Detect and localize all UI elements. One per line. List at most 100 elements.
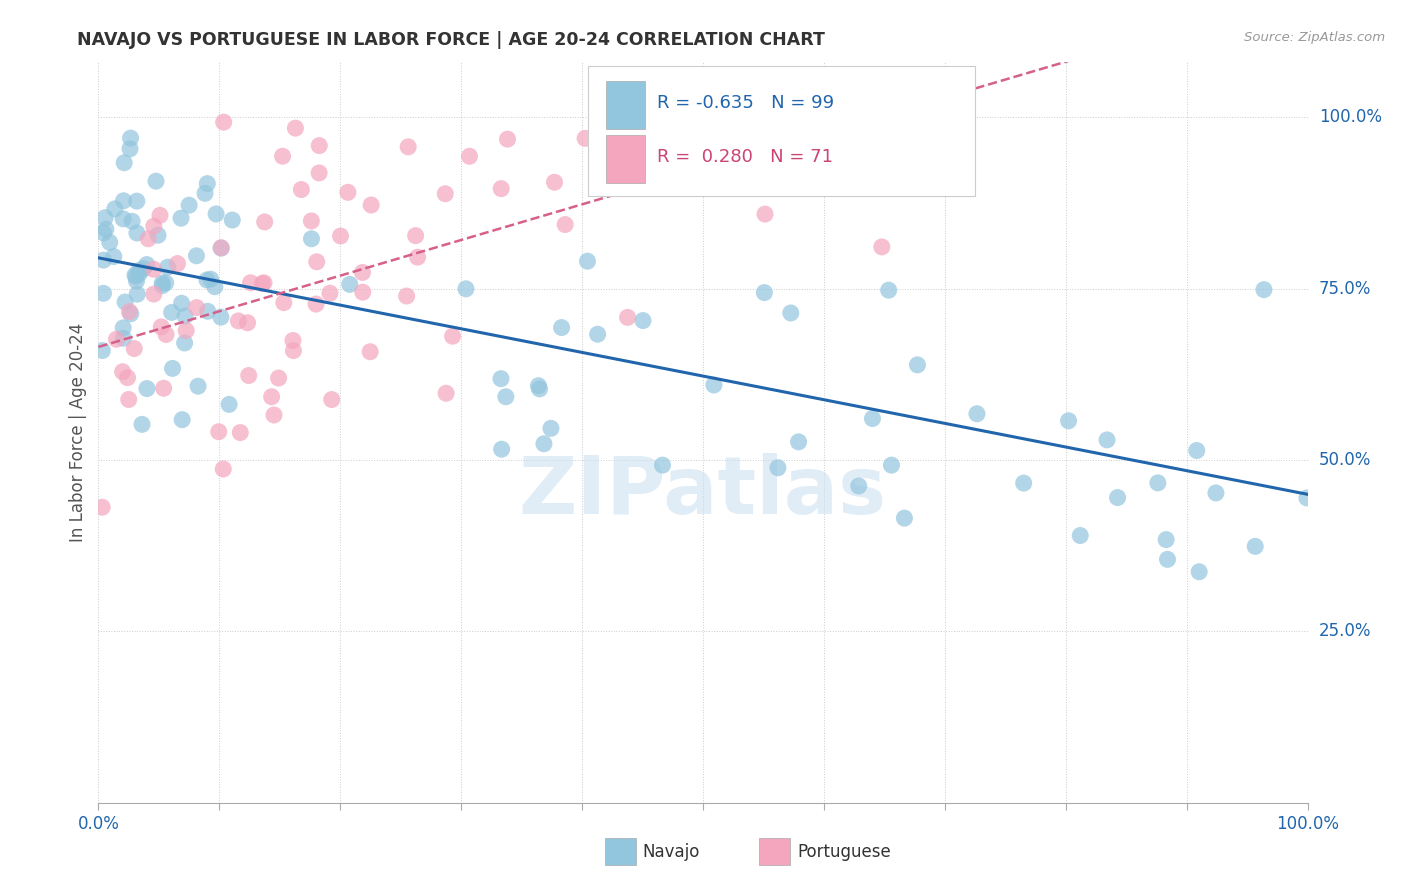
Point	[1185, 443, 1208, 458]
Point	[253, 276, 276, 290]
Point	[118, 304, 141, 318]
Point	[1154, 533, 1177, 547]
Point	[204, 279, 226, 293]
Point	[329, 229, 352, 244]
Point	[405, 228, 427, 243]
Point	[495, 390, 517, 404]
Point	[150, 276, 173, 290]
Point	[703, 378, 725, 392]
Point	[1156, 552, 1178, 566]
Point	[212, 115, 235, 129]
Point	[489, 372, 512, 386]
Point	[529, 382, 551, 396]
Point	[195, 177, 218, 191]
Point	[194, 186, 217, 201]
Point	[112, 321, 135, 335]
Text: ZIPatlas: ZIPatlas	[519, 453, 887, 531]
Point	[118, 392, 141, 407]
Text: 100.0%: 100.0%	[1319, 108, 1382, 127]
Point	[458, 149, 481, 163]
Point	[205, 207, 228, 221]
Point	[125, 274, 148, 288]
Point	[543, 175, 565, 189]
Point	[98, 235, 121, 250]
Point	[762, 155, 785, 169]
Point	[208, 425, 231, 439]
Text: 75.0%: 75.0%	[1319, 280, 1371, 298]
Point	[434, 186, 457, 201]
Point	[1069, 528, 1091, 542]
Point	[212, 462, 235, 476]
Text: Portuguese: Portuguese	[797, 843, 891, 861]
Point	[273, 295, 295, 310]
Point	[1107, 491, 1129, 505]
Point	[93, 286, 115, 301]
Point	[870, 240, 893, 254]
Point	[308, 166, 330, 180]
Point	[406, 250, 429, 264]
Point	[862, 411, 884, 425]
Point	[263, 408, 285, 422]
Point	[491, 442, 513, 457]
Point	[271, 149, 294, 163]
Text: Source: ZipAtlas.com: Source: ZipAtlas.com	[1244, 31, 1385, 45]
Point	[91, 343, 114, 358]
Point	[142, 262, 165, 277]
Point	[170, 296, 193, 310]
Point	[1012, 476, 1035, 491]
Point	[880, 458, 903, 472]
Point	[131, 417, 153, 432]
Point	[93, 253, 115, 268]
Point	[120, 307, 142, 321]
Point	[779, 306, 801, 320]
Point	[173, 335, 195, 350]
Point	[125, 226, 148, 240]
Point	[754, 285, 776, 300]
FancyBboxPatch shape	[606, 135, 645, 183]
Point	[252, 277, 274, 291]
Point	[284, 121, 307, 136]
Point	[120, 131, 142, 145]
Point	[103, 250, 125, 264]
FancyBboxPatch shape	[606, 81, 645, 129]
Point	[122, 342, 145, 356]
Point	[128, 266, 150, 280]
Point	[112, 194, 135, 208]
Point	[209, 241, 232, 255]
Point	[489, 182, 512, 196]
Point	[434, 386, 457, 401]
Point	[360, 198, 382, 212]
Point	[586, 327, 609, 342]
FancyBboxPatch shape	[588, 66, 976, 195]
Point	[290, 182, 312, 196]
Text: Navajo: Navajo	[643, 843, 700, 861]
Point	[574, 131, 596, 145]
Point	[94, 222, 117, 236]
Point	[754, 207, 776, 221]
Point	[395, 289, 418, 303]
Point	[305, 254, 328, 268]
Point	[125, 269, 148, 284]
Point	[787, 434, 810, 449]
Point	[1296, 491, 1319, 505]
Point	[209, 310, 232, 325]
Text: 25.0%: 25.0%	[1319, 623, 1371, 640]
Point	[149, 208, 172, 222]
Point	[91, 500, 114, 515]
Point	[112, 211, 135, 226]
Point	[966, 407, 988, 421]
Point	[454, 282, 477, 296]
Point	[105, 332, 128, 346]
Point	[441, 329, 464, 343]
Point	[299, 214, 322, 228]
Point	[174, 324, 197, 338]
Point	[152, 381, 174, 395]
Text: R = -0.635   N = 99: R = -0.635 N = 99	[657, 95, 834, 112]
Point	[125, 194, 148, 209]
Point	[339, 277, 361, 292]
Point	[616, 310, 638, 325]
Point	[1253, 283, 1275, 297]
Point	[166, 256, 188, 270]
Point	[359, 344, 381, 359]
Point	[308, 138, 330, 153]
